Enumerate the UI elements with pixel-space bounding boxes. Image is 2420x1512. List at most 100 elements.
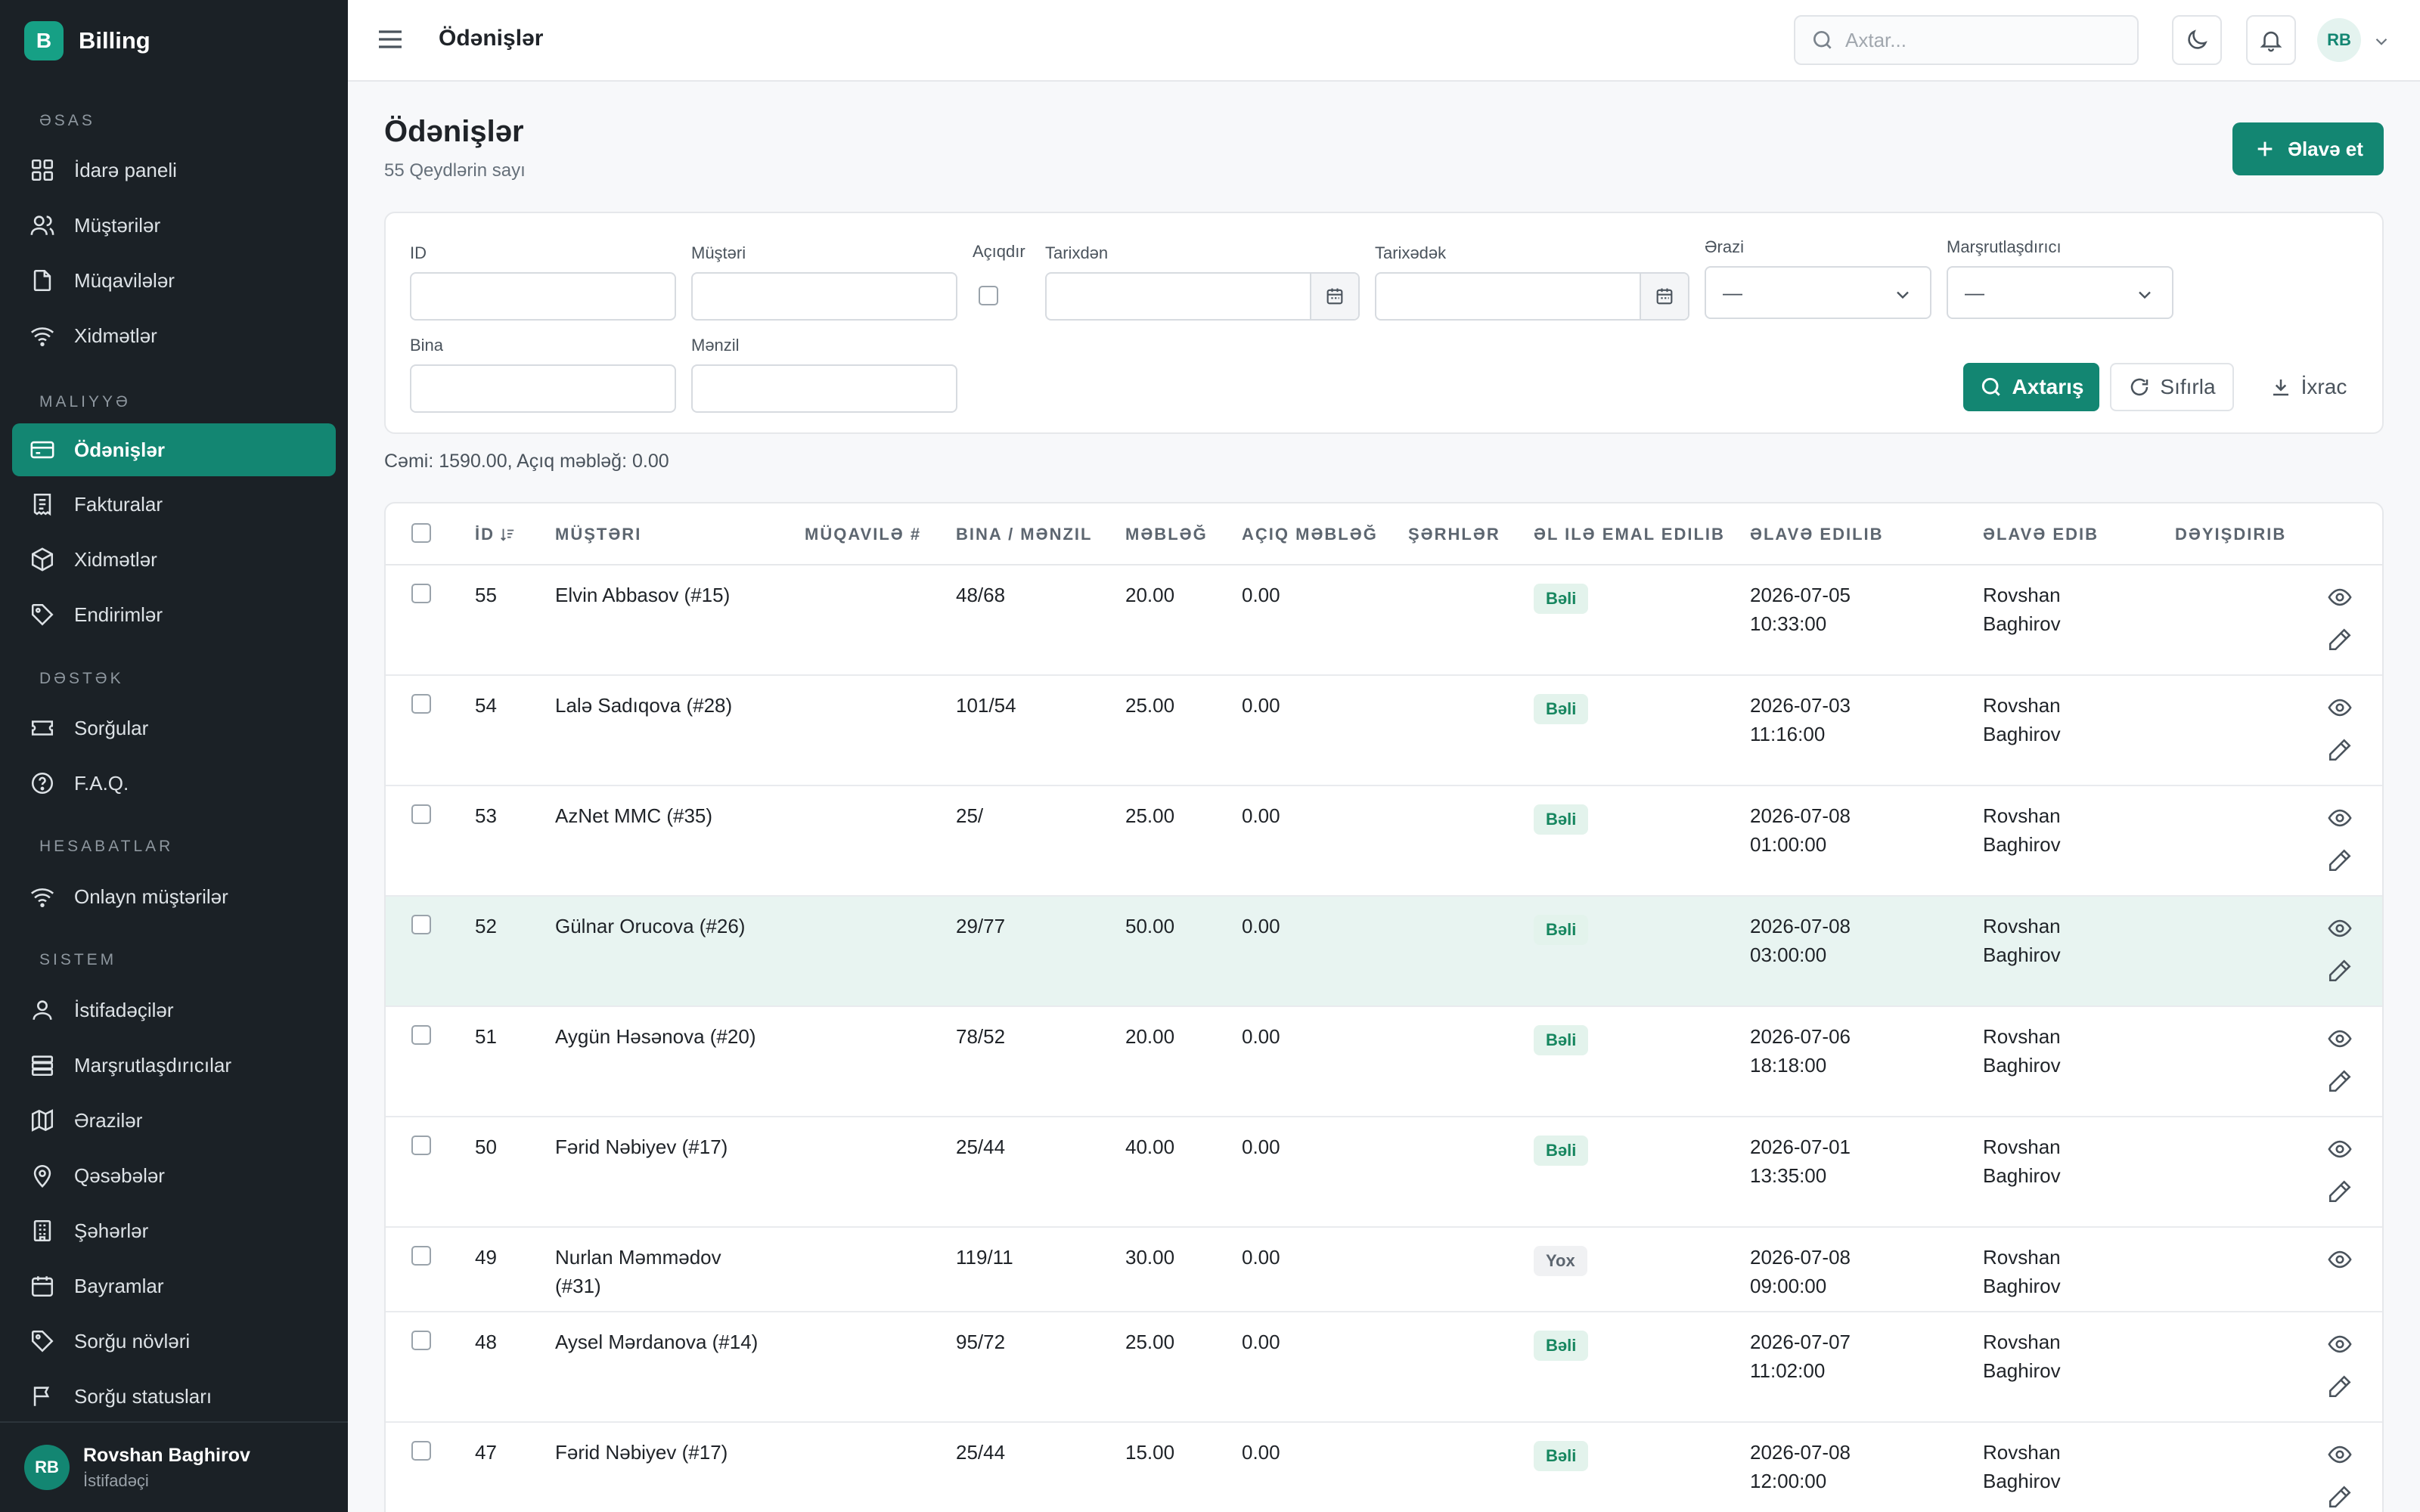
calendar-icon[interactable] [1310, 274, 1358, 319]
edit-button[interactable] [2325, 1371, 2355, 1402]
sidebar-item-cities[interactable]: Şəhərlər [12, 1204, 336, 1257]
cell-customer[interactable]: Nurlan Məmmədov (#31) [555, 1243, 790, 1300]
sidebar-item-payments[interactable]: Ödənişlər [12, 423, 336, 476]
filter-date-to-input[interactable] [1375, 272, 1689, 321]
view-button[interactable] [2325, 1024, 2355, 1054]
edit-button[interactable] [2325, 845, 2355, 875]
cell-customer[interactable]: AzNet MMC (#35) [555, 801, 790, 830]
view-button[interactable] [2325, 692, 2355, 723]
theme-toggle-button[interactable] [2172, 15, 2222, 65]
filter-building-input[interactable] [410, 364, 676, 413]
sidebar-item-holidays[interactable]: Bayramlar [12, 1259, 336, 1312]
cell-customer[interactable]: Lalə Sadıqova (#28) [555, 691, 790, 720]
table-row[interactable]: 50 Fərid Nəbiyev (#17) 25/44 40.00 0.00 … [386, 1117, 2382, 1228]
search-button[interactable]: Axtarış [1963, 363, 2099, 411]
sidebar-item-ticket-types[interactable]: Sorğu növləri [12, 1315, 336, 1368]
row-checkbox[interactable] [411, 1246, 431, 1266]
sidebar-item-areas[interactable]: Ərazilər [12, 1094, 336, 1147]
column-header-created-at[interactable]: Əlavə edilib [1750, 525, 1884, 544]
column-header-open-amount[interactable]: Açıq məbləğ [1242, 525, 1378, 544]
row-checkbox[interactable] [411, 1025, 431, 1045]
edit-button[interactable] [2325, 735, 2355, 765]
sidebar-item-faq[interactable]: F.A.Q. [12, 757, 336, 810]
view-button[interactable] [2325, 803, 2355, 833]
cell-customer[interactable]: Aygün Həsənova (#20) [555, 1022, 790, 1051]
column-header-address[interactable]: Bina / Mənzil [956, 525, 1093, 544]
chevron-down-icon[interactable] [2372, 32, 2391, 51]
view-button[interactable] [2325, 1439, 2355, 1470]
view-button[interactable] [2325, 1134, 2355, 1164]
view-button[interactable] [2325, 1244, 2355, 1275]
calendar-icon[interactable] [1640, 274, 1688, 319]
table-row[interactable]: 52 Gülnar Orucova (#26) 29/77 50.00 0.00… [386, 897, 2382, 1007]
cell-customer[interactable]: Gülnar Orucova (#26) [555, 912, 790, 940]
row-checkbox[interactable] [411, 584, 431, 603]
user-avatar[interactable]: RB [2317, 18, 2361, 62]
cell-customer[interactable]: Elvin Abbasov (#15) [555, 581, 790, 609]
sidebar-item-services[interactable]: Xidmətlər [12, 309, 336, 362]
reset-button[interactable]: Sıfırla [2110, 363, 2234, 411]
select-all-checkbox[interactable] [411, 523, 431, 543]
sidebar-item-routers[interactable]: Marşrutlaşdırıcılar [12, 1039, 336, 1092]
row-checkbox[interactable] [411, 1441, 431, 1461]
cell-customer[interactable]: Fərid Nəbiyev (#17) [555, 1438, 790, 1467]
column-header-customer[interactable]: Müştəri [555, 525, 642, 544]
edit-button[interactable] [2325, 1066, 2355, 1096]
export-button[interactable]: İxrac [2248, 363, 2369, 411]
edit-button[interactable] [2325, 1176, 2355, 1207]
column-header-created-by[interactable]: Əlavə edib [1983, 525, 2099, 544]
filter-date-from-input[interactable] [1045, 272, 1360, 321]
cell-customer[interactable]: Fərid Nəbiyev (#17) [555, 1132, 790, 1161]
add-button[interactable]: Əlavə et [2232, 122, 2384, 175]
brand[interactable]: B Billing [24, 21, 150, 60]
sidebar-item-contracts[interactable]: Müqavilələr [12, 254, 336, 307]
column-header-amount[interactable]: Məbləğ [1125, 525, 1208, 544]
filter-area-select[interactable]: — [1705, 266, 1931, 319]
table-row[interactable]: 49 Nurlan Məmmədov (#31) 119/11 30.00 0.0… [386, 1228, 2382, 1312]
row-checkbox[interactable] [411, 1136, 431, 1155]
sidebar-item-discounts[interactable]: Endirimlər [12, 588, 336, 641]
table-row[interactable]: 54 Lalə Sadıqova (#28) 101/54 25.00 0.00… [386, 676, 2382, 786]
hamburger-menu-icon[interactable] [375, 24, 408, 54]
column-header-comments[interactable]: Şərhlər [1408, 525, 1500, 544]
sidebar-item-customers[interactable]: Müştərilər [12, 199, 336, 252]
filter-router-select[interactable]: — [1947, 266, 2173, 319]
filter-apartment-input[interactable] [691, 364, 957, 413]
row-checkbox[interactable] [411, 694, 431, 714]
table-row[interactable]: 48 Aysel Mərdanova (#14) 95/72 25.00 0.0… [386, 1312, 2382, 1423]
cell-customer[interactable]: Aysel Mərdanova (#14) [555, 1328, 790, 1356]
table-row[interactable]: 47 Fərid Nəbiyev (#17) 25/44 15.00 0.00 … [386, 1423, 2382, 1512]
row-checkbox[interactable] [411, 915, 431, 934]
filter-id-input[interactable] [410, 272, 676, 321]
table-row[interactable]: 55 Elvin Abbasov (#15) 48/68 20.00 0.00 … [386, 565, 2382, 676]
table-row[interactable]: 53 AzNet MMC (#35) 25/ 25.00 0.00 Bəli 2… [386, 786, 2382, 897]
sidebar-item-tickets[interactable]: Sorğular [12, 702, 336, 754]
sidebar-item-invoices[interactable]: Fakturalar [12, 478, 336, 531]
column-header-id[interactable]: İD [475, 525, 516, 544]
view-button[interactable] [2325, 1329, 2355, 1359]
column-header-modified-by[interactable]: Dəyişdirib [2175, 525, 2287, 544]
sidebar-item-ticket-statuses[interactable]: Sorğu statusları [12, 1370, 336, 1423]
row-checkbox[interactable] [411, 1331, 431, 1350]
edit-button[interactable] [2325, 1482, 2355, 1512]
row-checkbox[interactable] [411, 804, 431, 824]
notifications-button[interactable] [2246, 15, 2296, 65]
edit-button[interactable] [2325, 956, 2355, 986]
search-input[interactable] [1845, 28, 2118, 52]
sidebar-item-users[interactable]: İstifadəçilər [12, 984, 336, 1036]
filter-open-checkbox[interactable] [979, 286, 998, 305]
view-button[interactable] [2325, 582, 2355, 612]
filter-customer-input[interactable] [691, 272, 957, 321]
search-box[interactable] [1794, 15, 2139, 65]
sidebar-user[interactable]: RB Rovshan Baghirov İstifadəçi [0, 1421, 348, 1512]
column-header-manual[interactable]: Əl ilə emal edilib [1534, 525, 1725, 544]
sidebar-item-settlements[interactable]: Qəsəbələr [12, 1149, 336, 1202]
sidebar-item-services-finance[interactable]: Xidmətlər [12, 533, 336, 586]
cell-amount: 15.00 [1125, 1441, 1175, 1464]
table-row[interactable]: 51 Aygün Həsənova (#20) 78/52 20.00 0.00… [386, 1007, 2382, 1117]
sidebar-item-online-customers[interactable]: Onlayn müştərilər [12, 870, 336, 923]
edit-button[interactable] [2325, 624, 2355, 655]
view-button[interactable] [2325, 913, 2355, 943]
sidebar-item-dashboard[interactable]: İdarə paneli [12, 144, 336, 197]
column-header-contract[interactable]: Müqavilə # [805, 525, 922, 544]
